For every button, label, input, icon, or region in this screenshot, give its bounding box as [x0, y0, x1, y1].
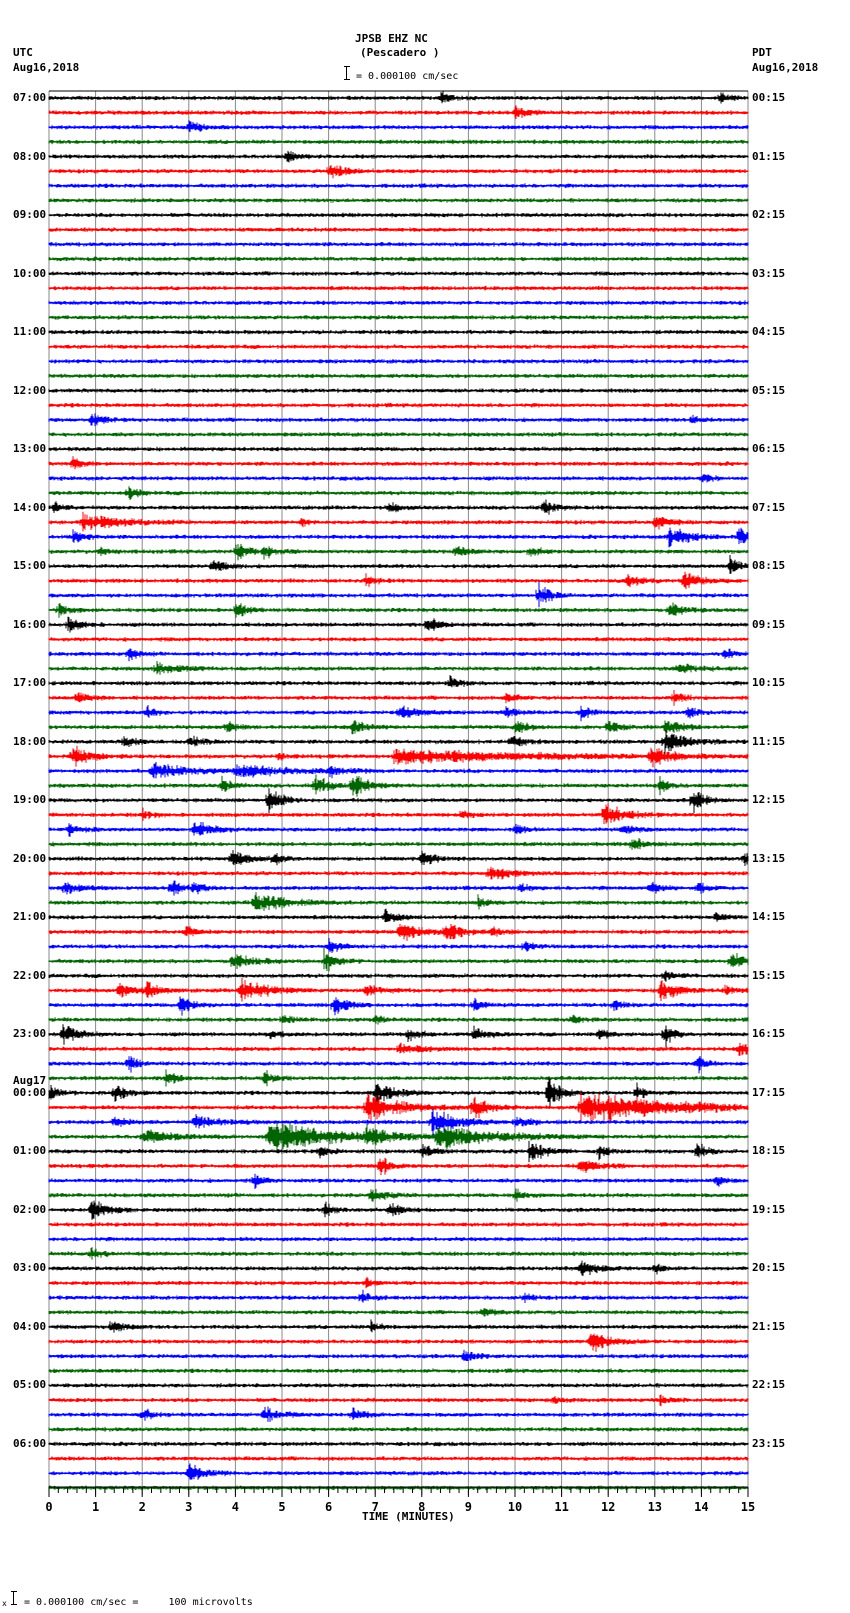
utc-hour-label: 23:00: [13, 1027, 47, 1041]
x-tick-label: 14: [694, 1500, 709, 1514]
x-tick-label: 6: [324, 1500, 333, 1514]
pdt-hour-label: 06:15: [752, 442, 786, 456]
time-axis: [48, 1486, 749, 1497]
x-tick-label: 0: [45, 1500, 53, 1514]
utc-hour-label: 21:00: [13, 910, 47, 924]
utc-hour-label: 05:00: [13, 1378, 47, 1392]
footer-scale-bar-icon: [11, 1591, 19, 1605]
pdt-hour-label: 22:15: [752, 1378, 786, 1392]
footer-scale-prefix: x: [2, 1599, 7, 1608]
x-tick-label: 3: [185, 1500, 193, 1514]
right-timezone: PDT: [752, 46, 772, 59]
utc-hour-label: 20:00: [13, 851, 47, 865]
utc-hour-label: 22:00: [13, 968, 47, 982]
pdt-hour-label: 15:15: [752, 968, 786, 982]
utc-hour-label: 00:00: [13, 1085, 47, 1099]
pdt-hour-label: 02:15: [752, 208, 786, 222]
x-tick-label: 10: [507, 1500, 523, 1514]
pdt-hour-label: 00:15: [752, 91, 786, 104]
utc-hour-label: 11:00: [13, 325, 47, 339]
pdt-hour-label: 20:15: [752, 1261, 786, 1275]
scale-text: = 0.000100 cm/sec: [356, 71, 459, 82]
pdt-hour-label: 11:15: [752, 734, 786, 748]
utc-hour-label: 01:00: [13, 1144, 47, 1158]
pdt-hour-label: 10:15: [752, 676, 786, 690]
utc-hour-label: 15:00: [13, 559, 47, 573]
x-tick-label: 5: [278, 1500, 286, 1514]
x-tick-label: 11: [554, 1500, 569, 1514]
utc-hour-label: 13:00: [13, 442, 47, 456]
footer-scale-text: = 0.000100 cm/sec = 100 microvolts: [24, 1597, 253, 1608]
pdt-hour-label: 17:15: [752, 1085, 786, 1099]
utc-hour-label: 06:00: [13, 1436, 47, 1450]
pdt-hour-label: 13:15: [752, 851, 786, 865]
x-axis-title: TIME (MINUTES): [362, 1510, 455, 1523]
pdt-hour-label: 19:15: [752, 1202, 786, 1216]
seismic-traces: [48, 91, 749, 1491]
pdt-hour-label: 09:15: [752, 617, 786, 631]
utc-hour-label: 18:00: [13, 734, 47, 748]
x-tick-label: 9: [464, 1500, 473, 1514]
station-title: JPSB EHZ NC: [355, 32, 428, 45]
scale-bar-icon: [344, 66, 352, 80]
pdt-hour-label: 16:15: [752, 1027, 786, 1041]
pdt-hour-label: 03:15: [752, 266, 786, 280]
grid-lines: [48, 90, 749, 1495]
utc-hour-label: 02:00: [13, 1202, 47, 1216]
utc-hour-label: 17:00: [13, 676, 47, 690]
x-tick-label: 1: [91, 1500, 100, 1514]
pdt-hour-label: 01:15: [752, 149, 786, 163]
x-tick-label: 12: [600, 1500, 616, 1514]
left-timezone: UTC: [13, 46, 33, 59]
pdt-hour-label: 18:15: [752, 1144, 786, 1158]
left-date: Aug16,2018: [13, 61, 80, 74]
pdt-hour-label: 07:15: [752, 500, 786, 514]
utc-hour-label: 16:00: [13, 617, 47, 631]
pdt-hour-label: 12:15: [752, 793, 786, 807]
x-tick-label: 15: [740, 1500, 756, 1514]
utc-hour-label: 08:00: [13, 149, 47, 163]
pdt-hour-label: 08:15: [752, 559, 786, 573]
utc-hour-label: 10:00: [13, 266, 47, 280]
utc-hour-label: 03:00: [13, 1261, 47, 1275]
pdt-hour-label: 21:15: [752, 1319, 786, 1333]
utc-hour-label: 09:00: [13, 208, 47, 222]
utc-hour-label: 12:00: [13, 383, 47, 397]
pdt-hour-label: 05:15: [752, 383, 786, 397]
utc-hour-label: 04:00: [13, 1319, 47, 1333]
date-change-label: Aug17: [13, 1073, 47, 1087]
x-tick-label: 7: [371, 1500, 379, 1514]
pdt-hour-label: 14:15: [752, 910, 786, 924]
pdt-hour-label: 04:15: [752, 325, 786, 339]
utc-hour-label: 19:00: [13, 793, 47, 807]
x-tick-label: 13: [647, 1500, 663, 1514]
station-location: (Pescadero ): [360, 46, 440, 59]
utc-hour-label: 14:00: [13, 500, 47, 514]
pdt-hour-label: 23:15: [752, 1436, 786, 1450]
x-tick-label: 8: [418, 1500, 426, 1514]
utc-hour-label: 07:00: [13, 91, 47, 104]
x-tick-label: 2: [138, 1500, 146, 1514]
right-date: Aug16,2018: [752, 61, 819, 74]
x-tick-label: 4: [231, 1500, 240, 1514]
